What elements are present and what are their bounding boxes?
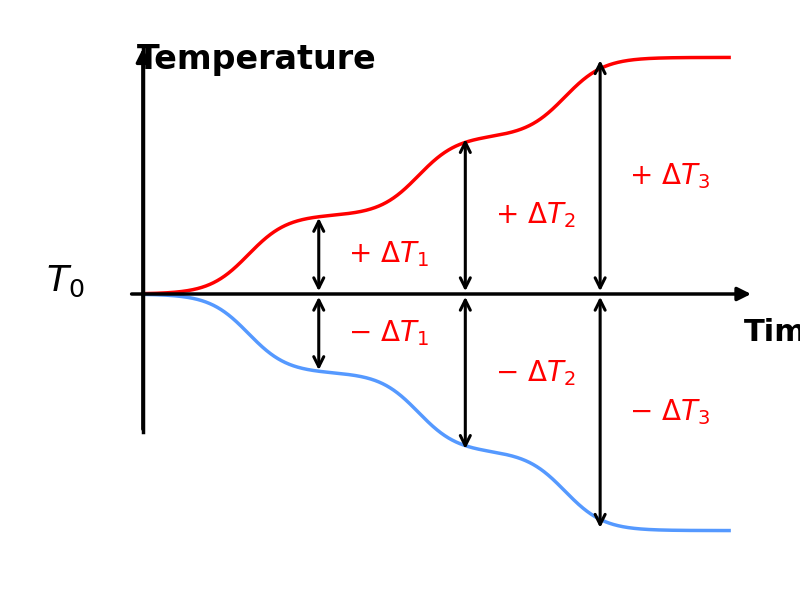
Text: Temperature: Temperature bbox=[137, 43, 377, 76]
Text: $+\ \Delta T_1$: $+\ \Delta T_1$ bbox=[348, 239, 429, 269]
Text: $-\ \Delta T_2$: $-\ \Delta T_2$ bbox=[494, 358, 575, 388]
Text: Time: Time bbox=[744, 317, 800, 347]
Text: $-\ \Delta T_1$: $-\ \Delta T_1$ bbox=[348, 319, 429, 349]
Text: $+\ \Delta T_2$: $+\ \Delta T_2$ bbox=[494, 200, 575, 230]
Text: $-\ \Delta T_3$: $-\ \Delta T_3$ bbox=[630, 397, 710, 427]
Text: $T_0$: $T_0$ bbox=[46, 263, 84, 299]
Text: $+\ \Delta T_3$: $+\ \Delta T_3$ bbox=[630, 161, 710, 191]
